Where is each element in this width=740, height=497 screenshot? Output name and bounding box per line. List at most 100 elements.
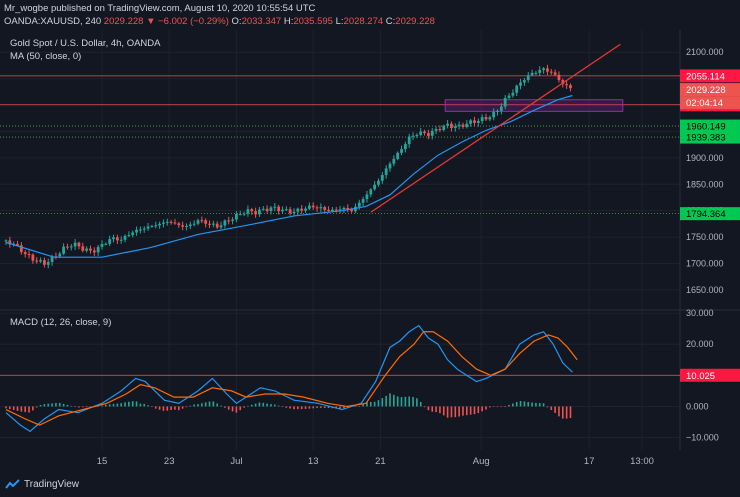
macd-histogram-bar — [554, 406, 556, 413]
candle-body — [58, 253, 62, 257]
candle-body — [127, 235, 131, 237]
macd-histogram-bar — [362, 404, 364, 407]
ma-50-line — [5, 94, 573, 258]
candle-body — [185, 226, 188, 228]
macd-histogram-bar — [193, 404, 195, 407]
ohlc-line: OANDA:XAUUSD, 240 2029.228 ▼ −6.002 (−0.… — [4, 16, 435, 27]
candle-body — [188, 224, 192, 227]
candle-body — [469, 120, 473, 124]
macd-histogram-bar — [162, 406, 165, 411]
uptrend-line[interactable] — [370, 43, 621, 213]
trendline[interactable] — [370, 43, 621, 213]
macd-histogram-bar — [293, 406, 295, 410]
macd-histogram-bar — [500, 406, 503, 408]
macd-histogram-bar — [254, 403, 257, 407]
candle-body — [92, 250, 96, 253]
candle-body — [338, 209, 342, 211]
candle-body — [519, 82, 522, 86]
macd-histogram-bar — [39, 404, 42, 407]
tradingview-logo-icon — [5, 479, 20, 489]
macd-histogram-bar — [477, 406, 480, 414]
candle-body — [142, 228, 146, 230]
last-price-tag: 2029.228 — [686, 85, 726, 96]
candle-body — [488, 117, 492, 120]
macd-histogram-bar — [416, 398, 418, 407]
candle-body — [496, 110, 499, 112]
candle-body — [549, 71, 553, 73]
candle-body — [561, 80, 565, 85]
candle-body — [162, 222, 165, 224]
footer: TradingView — [0, 472, 740, 497]
macd-histogram-bar — [58, 402, 61, 407]
chart-canvas[interactable]: 1650.0001700.0001750.0001800.0001850.000… — [0, 30, 740, 472]
candle-body — [208, 223, 211, 225]
candle-body — [557, 74, 561, 81]
macd-legend: MACD (12, 26, close, 9) — [10, 317, 111, 328]
brand-label[interactable]: TradingView — [24, 479, 80, 490]
candle-body — [131, 232, 135, 236]
low-key: L: — [335, 16, 344, 27]
candle-body — [81, 246, 85, 251]
macd-histogram-bar — [28, 406, 30, 413]
level-price-tag-bg — [680, 69, 740, 83]
macd-histogram-bar — [101, 405, 103, 407]
candle-body — [346, 207, 350, 210]
macd-histogram-bar — [124, 402, 126, 407]
candle-body — [284, 209, 288, 211]
candle-body — [100, 243, 104, 247]
macd-histogram-bar — [143, 403, 146, 407]
candle-body — [281, 209, 284, 212]
candle-body — [319, 207, 323, 209]
level-price-tag-bg — [680, 207, 740, 221]
macd-histogram-bar — [562, 406, 564, 419]
candle-body — [476, 121, 480, 123]
level-price-tag: 1794.364 — [686, 209, 726, 220]
macd-level-tag: 10.025 — [686, 371, 715, 382]
macd-histogram-bar — [62, 403, 65, 407]
candle-body — [112, 237, 115, 240]
candle-body — [331, 209, 334, 211]
candle-body — [46, 262, 50, 265]
price-change: −6.002 (−0.29%) — [158, 16, 229, 27]
macd-histogram-bar — [569, 406, 572, 419]
symbol-label[interactable]: OANDA:XAUUSD, 240 — [4, 16, 102, 27]
candle-body — [85, 248, 89, 251]
macd-histogram-bar — [450, 406, 453, 418]
candle-body — [384, 168, 388, 175]
macd-histogram-bar — [174, 406, 176, 410]
candle-body — [150, 225, 154, 227]
macd-histogram-bar — [469, 406, 472, 415]
macd-histogram-bar — [297, 406, 299, 410]
resistance-zone[interactable] — [444, 99, 624, 112]
horizontal-levels[interactable] — [0, 75, 680, 215]
signal-line — [5, 331, 578, 426]
macd-histogram-bar — [481, 406, 483, 412]
publish-info: Mr_wogbe published on TradingView.com, A… — [4, 3, 316, 14]
candle-body — [77, 242, 81, 247]
candle-body — [223, 220, 227, 226]
macd-histogram-bar — [515, 401, 518, 407]
macd-histogram-bar — [381, 398, 384, 407]
candle-body — [304, 208, 307, 211]
macd-histogram-bar — [558, 406, 560, 417]
price-tick-label: 1650.000 — [686, 285, 724, 295]
macd-histogram-bar — [131, 401, 134, 407]
macd-histogram-bar — [435, 406, 437, 413]
macd-histogram-bar — [5, 406, 7, 409]
candle-body — [396, 152, 400, 159]
macd-level-tag-bg — [680, 368, 740, 382]
macd-histogram-bar — [458, 406, 460, 417]
macd-histogram-bar — [377, 400, 380, 407]
candle-body — [523, 80, 526, 83]
macd-histogram-bar — [427, 406, 430, 411]
macd-histogram-bar — [82, 406, 84, 408]
supply-zone-rect[interactable] — [444, 99, 624, 112]
time-axis[interactable]: 15 23 Jul 13 21 Aug 17 13:00 — [97, 456, 654, 467]
macd-histogram-bar — [508, 404, 510, 407]
candle-body — [27, 254, 31, 256]
macd-histogram-bar — [370, 401, 372, 407]
price-axis[interactable]: 1650.0001700.0001750.0001800.0001850.000… — [680, 47, 740, 443]
macd-histogram-bar — [89, 406, 92, 408]
price-tick-label: 1850.000 — [686, 179, 724, 189]
candle-countdown: 02:04:14 — [686, 98, 723, 109]
